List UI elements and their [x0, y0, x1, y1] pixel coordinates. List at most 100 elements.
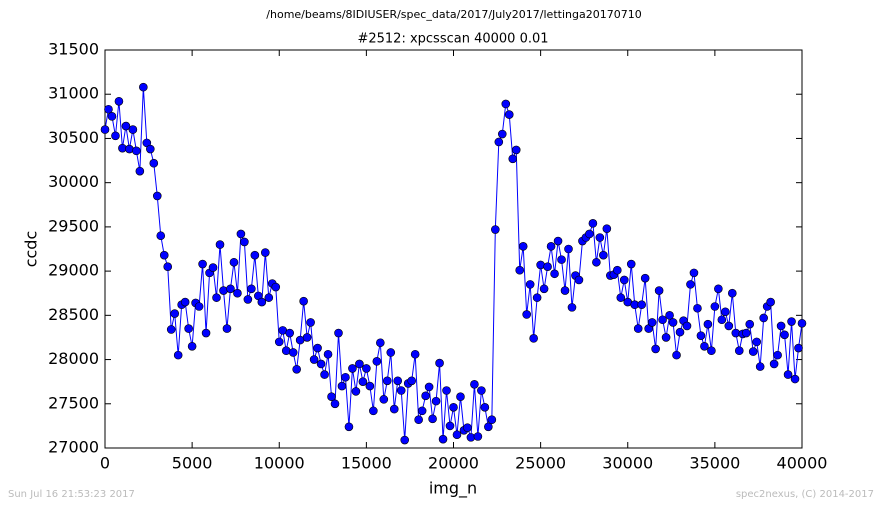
data-point	[250, 250, 260, 260]
data-point	[271, 282, 281, 292]
data-point	[557, 255, 566, 264]
data-point	[672, 350, 681, 360]
data-point	[553, 236, 563, 246]
data-point	[700, 341, 709, 351]
data-point	[104, 104, 113, 114]
data-point	[212, 293, 221, 302]
y-axis-label: ccdc	[22, 231, 41, 268]
y-tick-label: 27000	[48, 438, 99, 457]
data-point	[194, 302, 204, 311]
data-point	[369, 406, 378, 416]
data-point	[184, 324, 193, 333]
data-point	[707, 346, 716, 356]
data-point	[327, 392, 336, 402]
data-point	[658, 315, 667, 325]
data-point	[135, 166, 145, 176]
data-point	[741, 328, 751, 338]
data-point	[776, 321, 786, 331]
data-point	[107, 112, 117, 121]
x-tick-label: 10000	[254, 454, 305, 473]
data-point	[585, 229, 594, 239]
data-point	[654, 286, 664, 295]
data-point	[564, 244, 573, 254]
data-point	[240, 237, 249, 247]
x-axis-label: img_n	[429, 479, 477, 499]
data-point	[166, 325, 176, 334]
data-point	[438, 434, 448, 444]
data-point	[285, 328, 295, 338]
data-point	[477, 386, 486, 395]
data-point	[626, 259, 636, 269]
data-point	[274, 337, 284, 347]
data-point	[365, 381, 375, 391]
data-point	[491, 225, 500, 234]
data-point	[306, 318, 315, 327]
x-tick-label: 20000	[428, 454, 479, 473]
data-point	[456, 392, 465, 402]
data-point	[480, 403, 490, 412]
data-point	[532, 293, 542, 302]
data-point	[773, 350, 782, 360]
data-point	[633, 324, 643, 333]
data-point	[522, 310, 531, 319]
data-point	[668, 318, 678, 327]
data-point	[508, 154, 518, 164]
data-point	[560, 286, 570, 295]
data-point	[484, 422, 493, 432]
data-point	[313, 343, 322, 353]
data-point	[637, 300, 646, 310]
data-point	[619, 275, 629, 285]
data-point	[201, 328, 211, 338]
data-point	[588, 219, 598, 228]
y-tick-label: 28500	[48, 305, 99, 324]
footer-left: Sun Jul 16 21:53:23 2017	[8, 489, 135, 500]
data-point	[424, 382, 434, 392]
data-point	[163, 262, 173, 271]
data-point	[525, 280, 535, 289]
data-point	[389, 404, 399, 414]
x-tick-label: 40000	[777, 454, 828, 473]
data-point	[769, 359, 779, 369]
data-point	[693, 303, 702, 313]
data-point	[640, 273, 650, 283]
x-tick-label: 0	[100, 454, 110, 473]
x-tick-label: 15000	[341, 454, 392, 473]
y-tick-label: 29000	[48, 261, 99, 280]
data-point	[797, 318, 807, 328]
data-point	[323, 349, 333, 359]
data-point	[215, 240, 225, 249]
y-tick-label: 29500	[48, 216, 99, 235]
data-point	[504, 110, 514, 119]
data-point	[257, 297, 267, 307]
y-tick-label: 30500	[48, 128, 99, 147]
suptitle: /home/beams/8IDIUSER/spec_data/2017/July…	[266, 8, 641, 21]
data-point	[372, 357, 382, 366]
data-point	[170, 309, 179, 318]
data-point	[337, 381, 347, 391]
y-tick-label: 31500	[48, 40, 99, 59]
data-point	[379, 395, 389, 404]
data-point	[717, 315, 727, 325]
data-point	[787, 317, 796, 326]
data-point	[661, 333, 671, 342]
data-point	[529, 334, 538, 343]
data-point	[696, 331, 706, 340]
data-point	[651, 344, 660, 354]
data-point	[226, 284, 235, 294]
data-point	[766, 297, 775, 307]
data-point	[320, 370, 329, 379]
data-point	[501, 99, 511, 109]
data-point	[198, 259, 207, 269]
data-point	[599, 250, 608, 260]
data-point	[159, 250, 169, 260]
data-point	[665, 311, 674, 320]
data-point	[442, 386, 451, 395]
data-point	[355, 359, 364, 369]
data-point	[386, 348, 396, 357]
data-point	[236, 229, 246, 239]
data-point	[149, 158, 159, 168]
data-point	[616, 293, 626, 302]
data-point	[752, 337, 761, 347]
data-point	[686, 280, 695, 289]
